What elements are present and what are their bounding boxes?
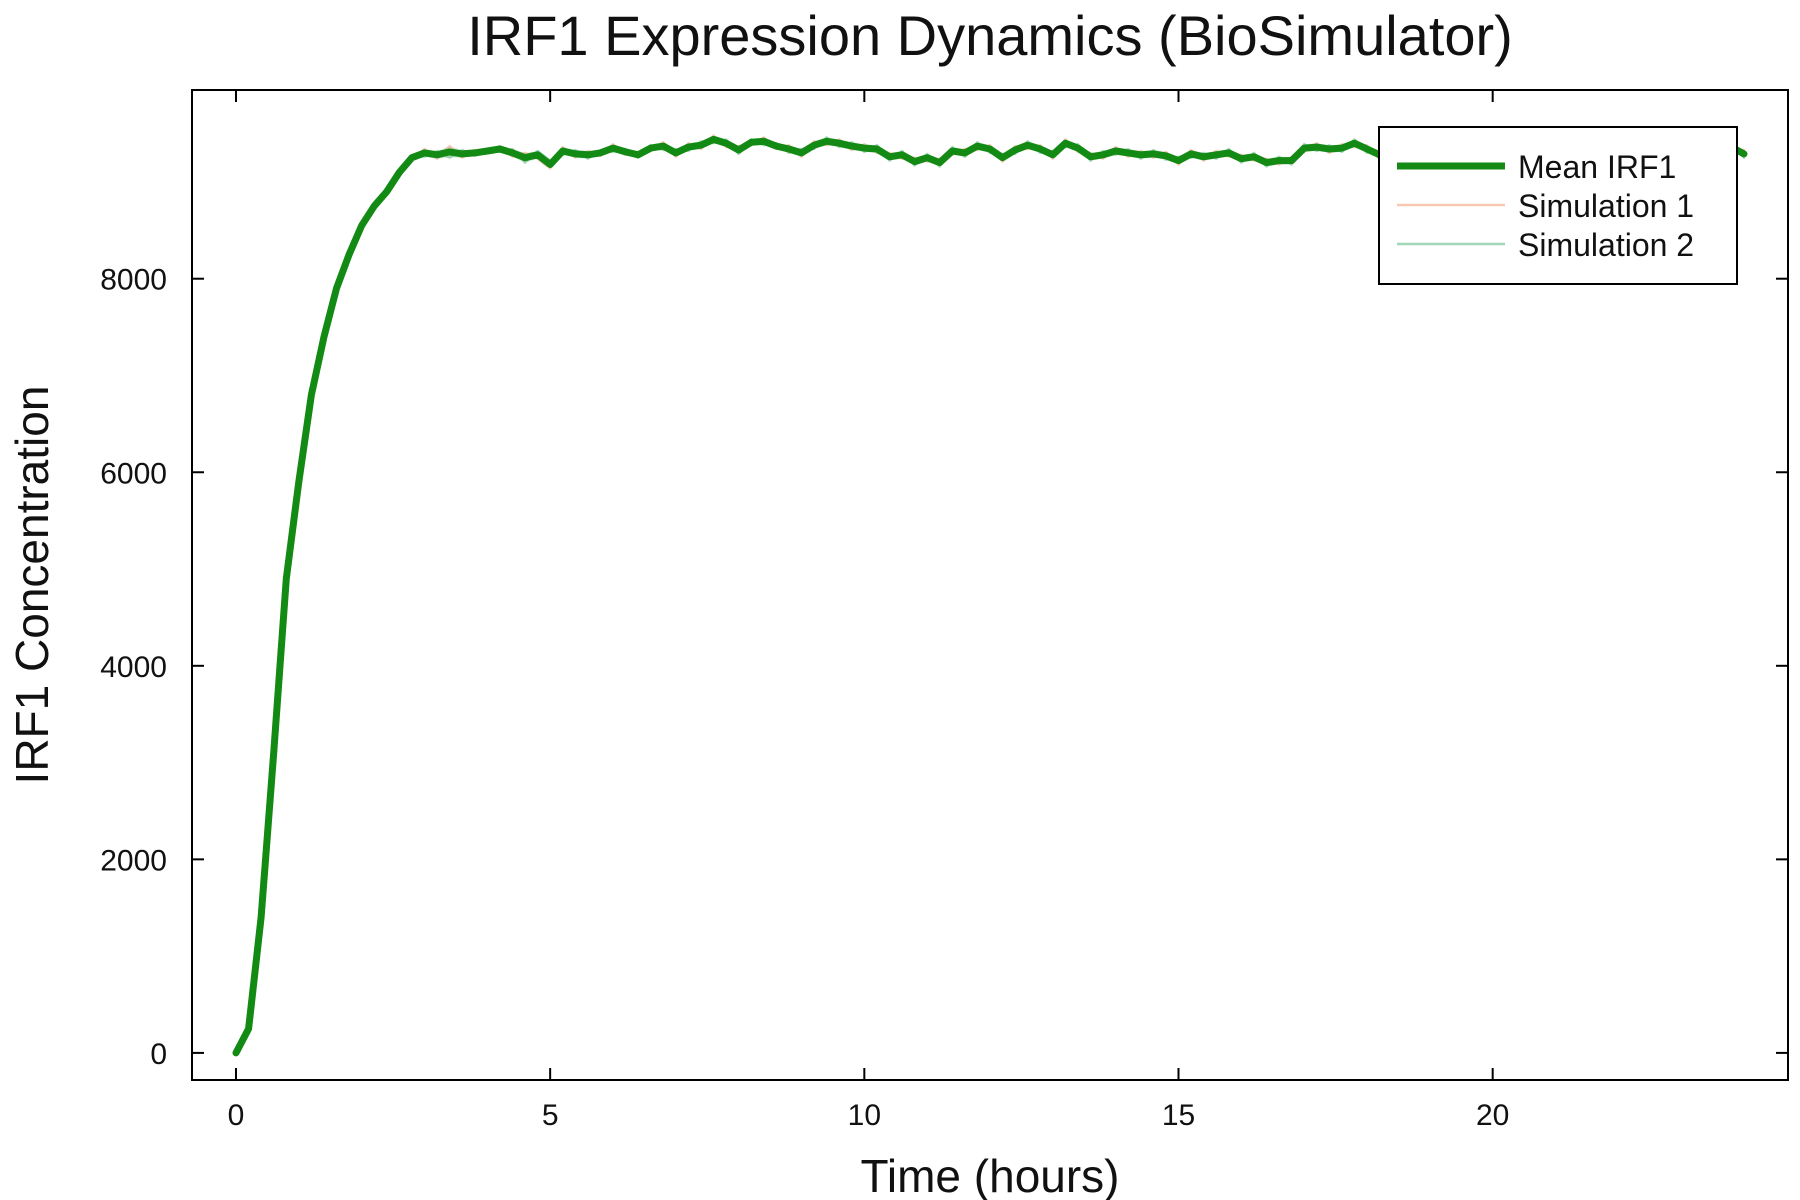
x-tick-label-5: 5 (542, 1099, 559, 1132)
x-axis-label: Time (hours) (861, 1150, 1120, 1200)
y-axis-ticks: 0 2000 4000 6000 8000 (100, 264, 1788, 1071)
y-tick-label-8000: 8000 (100, 264, 167, 297)
x-tick-label-0: 0 (228, 1099, 245, 1132)
legend: Mean IRF1 Simulation 1 Simulation 2 (1378, 126, 1738, 285)
legend-label-simulation-2: Simulation 2 (1518, 227, 1694, 263)
y-tick-label-2000: 2000 (100, 844, 167, 877)
legend-label-simulation-1: Simulation 1 (1518, 188, 1694, 224)
y-tick-label-6000: 6000 (100, 457, 167, 490)
legend-label-mean-irf1: Mean IRF1 (1518, 149, 1676, 185)
x-tick-label-20: 20 (1476, 1099, 1509, 1132)
y-tick-label-0: 0 (150, 1038, 167, 1071)
y-axis-label: IRF1 Concentration (6, 386, 58, 785)
chart-title: IRF1 Expression Dynamics (BioSimulator) (467, 4, 1513, 67)
x-axis-ticks: 0 5 10 15 20 (228, 90, 1509, 1132)
y-tick-label-4000: 4000 (100, 651, 167, 684)
plot-frame (191, 89, 1789, 1081)
x-tick-label-15: 15 (1162, 1099, 1195, 1132)
x-tick-label-10: 10 (848, 1099, 881, 1132)
